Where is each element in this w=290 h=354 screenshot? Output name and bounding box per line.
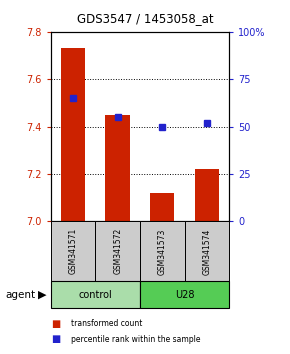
Text: U28: U28 — [175, 290, 194, 300]
Text: GSM341574: GSM341574 — [202, 228, 211, 275]
Text: ▶: ▶ — [38, 290, 46, 300]
Bar — [195, 169, 219, 221]
Bar — [105, 115, 130, 221]
Text: percentile rank within the sample: percentile rank within the sample — [71, 335, 201, 344]
Text: control: control — [79, 290, 112, 300]
Text: GDS3547 / 1453058_at: GDS3547 / 1453058_at — [77, 12, 213, 25]
Text: GSM341573: GSM341573 — [158, 228, 167, 275]
Bar — [140, 221, 184, 281]
Text: agent: agent — [6, 290, 36, 300]
Bar — [150, 193, 175, 221]
Text: ■: ■ — [51, 319, 60, 329]
Text: transformed count: transformed count — [71, 319, 142, 329]
Bar — [51, 281, 140, 308]
Text: ■: ■ — [51, 334, 60, 344]
Bar — [140, 281, 229, 308]
Bar — [184, 221, 229, 281]
Bar — [61, 48, 85, 221]
Text: GSM341572: GSM341572 — [113, 228, 122, 274]
Bar — [95, 221, 140, 281]
Bar — [51, 221, 95, 281]
Text: GSM341571: GSM341571 — [68, 228, 77, 274]
